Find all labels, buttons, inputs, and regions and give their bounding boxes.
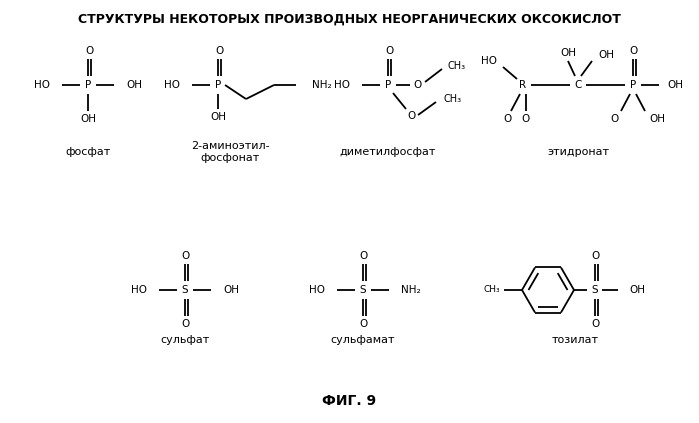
Text: 2-аминоэтил-
фосфонат: 2-аминоэтил- фосфонат: [191, 141, 269, 163]
Text: OH: OH: [667, 80, 683, 90]
Text: сульфат: сульфат: [160, 335, 210, 345]
Text: P: P: [215, 80, 221, 90]
Text: OH: OH: [126, 80, 142, 90]
Text: диметилфосфат: диметилфосфат: [340, 147, 436, 157]
Text: O: O: [414, 80, 422, 90]
Text: C: C: [575, 80, 582, 90]
Text: OH: OH: [560, 48, 576, 58]
Text: HO: HO: [164, 80, 180, 90]
Text: O: O: [611, 114, 619, 124]
Text: тозилат: тозилат: [552, 335, 598, 345]
Text: P: P: [85, 80, 91, 90]
Text: O: O: [182, 319, 190, 329]
Text: R: R: [519, 80, 526, 90]
Text: P: P: [630, 80, 636, 90]
Text: HO: HO: [34, 80, 50, 90]
Text: HO: HO: [131, 285, 147, 295]
Text: ФИГ. 9: ФИГ. 9: [322, 394, 376, 408]
Text: CH₃: CH₃: [448, 61, 466, 71]
Text: сульфамат: сульфамат: [331, 335, 395, 345]
Text: OH: OH: [629, 285, 645, 295]
Text: HO: HO: [309, 285, 325, 295]
Text: O: O: [522, 114, 530, 124]
Text: NH₂: NH₂: [401, 285, 421, 295]
Text: CH₃: CH₃: [484, 286, 500, 294]
Text: OH: OH: [598, 50, 614, 60]
Text: O: O: [592, 251, 600, 261]
Text: OH: OH: [210, 112, 226, 122]
Text: P: P: [385, 80, 391, 90]
Text: O: O: [408, 111, 416, 121]
Text: O: O: [630, 46, 638, 56]
Text: O: O: [385, 46, 393, 56]
Text: S: S: [182, 285, 188, 295]
Text: этидронат: этидронат: [547, 147, 609, 157]
Text: O: O: [504, 114, 512, 124]
Text: S: S: [360, 285, 366, 295]
Text: S: S: [591, 285, 598, 295]
Text: NH₂: NH₂: [312, 80, 331, 90]
Text: HO: HO: [481, 56, 497, 66]
Text: O: O: [360, 251, 368, 261]
Text: O: O: [360, 319, 368, 329]
Text: O: O: [592, 319, 600, 329]
Text: OH: OH: [80, 114, 96, 124]
Text: OH: OH: [649, 114, 665, 124]
Text: CH₃: CH₃: [443, 94, 461, 104]
Text: O: O: [215, 46, 223, 56]
Text: OH: OH: [223, 285, 239, 295]
Text: СТРУКТУРЫ НЕКОТОРЫХ ПРОИЗВОДНЫХ НЕОРГАНИЧЕСКИХ ОКСОКИСЛОТ: СТРУКТУРЫ НЕКОТОРЫХ ПРОИЗВОДНЫХ НЕОРГАНИ…: [78, 13, 621, 26]
Text: O: O: [182, 251, 190, 261]
Text: O: O: [85, 46, 93, 56]
Text: HO: HO: [334, 80, 350, 90]
Text: фосфат: фосфат: [66, 147, 110, 157]
